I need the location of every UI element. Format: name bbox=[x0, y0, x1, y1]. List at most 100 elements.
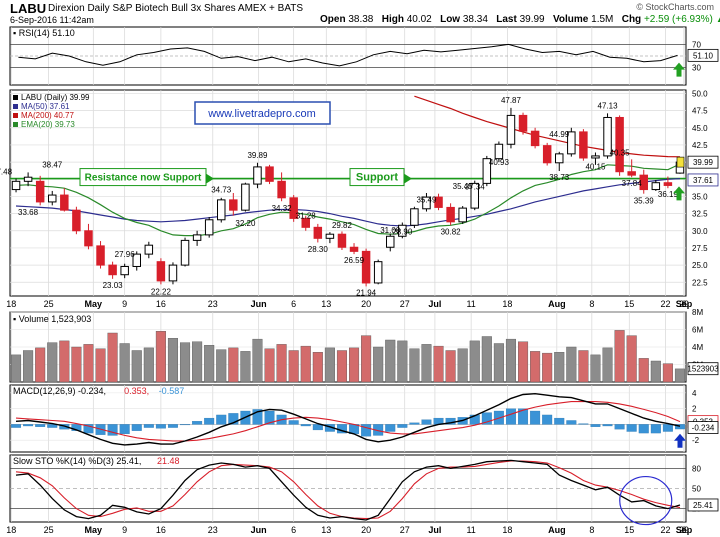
macd-histogram-bar bbox=[264, 410, 275, 425]
volume-bar bbox=[433, 345, 444, 383]
candle-down bbox=[579, 131, 588, 159]
price-legend-label: MA(200) 40.77 bbox=[21, 111, 74, 120]
volume-bar bbox=[155, 331, 166, 383]
price-tick-label: 47.5 bbox=[692, 107, 708, 116]
price-label: 28.90 bbox=[392, 227, 413, 236]
price-label: 38.47 bbox=[42, 161, 63, 170]
x-axis-label-bottom: 25 bbox=[44, 525, 54, 535]
volume-tick-label: 8M bbox=[692, 308, 703, 317]
legend-swatch bbox=[13, 122, 18, 127]
candle-up bbox=[651, 182, 661, 191]
ema20-line bbox=[15, 163, 681, 237]
candle-down bbox=[289, 197, 298, 219]
quote-date: 6-Sep-2016 11:42am bbox=[10, 15, 94, 25]
volume-bar bbox=[481, 336, 492, 383]
volume-bar bbox=[650, 360, 661, 383]
volume-bar bbox=[71, 346, 82, 383]
x-axis-label: Sep bbox=[676, 299, 693, 309]
macd-histogram-bar bbox=[300, 424, 311, 427]
price-label: 22.22 bbox=[151, 288, 172, 297]
volume-bar bbox=[216, 349, 227, 383]
volume-bar bbox=[626, 335, 637, 383]
candle-down bbox=[349, 246, 359, 252]
volume-bar bbox=[276, 344, 287, 383]
high-value: 40.02 bbox=[406, 14, 432, 25]
last-label: Last bbox=[496, 14, 517, 25]
candle-down bbox=[156, 261, 166, 282]
candle-down bbox=[337, 233, 347, 248]
candle-up bbox=[458, 207, 467, 223]
x-axis-label-bottom: 11 bbox=[466, 525, 475, 535]
candle-up bbox=[48, 194, 57, 203]
volume-bar bbox=[566, 346, 577, 383]
macd-histogram-bar bbox=[119, 424, 130, 435]
macd-up-arrow-icon bbox=[674, 433, 686, 448]
macd-histogram-bar bbox=[674, 424, 685, 430]
candle-down bbox=[542, 145, 552, 164]
volume-bar bbox=[518, 341, 529, 383]
candle-up bbox=[386, 235, 395, 248]
candle-down bbox=[639, 174, 648, 191]
rsi-tick-label: 30 bbox=[692, 64, 701, 73]
price-label: 21.94 bbox=[356, 288, 377, 297]
macd-histogram-bar bbox=[566, 420, 577, 425]
volume-bar bbox=[264, 348, 275, 383]
open-label: Open bbox=[320, 14, 346, 25]
price-label: 31.28 bbox=[296, 212, 317, 221]
candle-up bbox=[192, 234, 202, 241]
x-axis-label: 18 bbox=[502, 299, 512, 309]
high-label: High bbox=[381, 14, 404, 25]
x-axis-label-bottom: 6 bbox=[291, 525, 296, 535]
sto-legend-label: Slow STO %K(14) %D(3) 25.41, bbox=[13, 456, 141, 466]
macd-legend-label: -0.587 bbox=[159, 386, 185, 396]
candle-down bbox=[627, 171, 636, 176]
volume-bar bbox=[505, 338, 516, 383]
x-axis-label-bottom: 6 bbox=[681, 525, 686, 535]
macd-histogram-bar bbox=[312, 424, 323, 431]
macd-histogram-bar bbox=[409, 422, 420, 425]
x-axis-label: 20 bbox=[361, 299, 371, 309]
candle-down bbox=[35, 180, 45, 203]
price-tick-label: 50.0 bbox=[692, 89, 708, 98]
price-tick-label: 42.5 bbox=[692, 141, 708, 150]
volume-bar bbox=[240, 351, 251, 383]
x-axis-label-bottom: 20 bbox=[361, 525, 371, 535]
sto-last-value-box bbox=[687, 498, 719, 512]
volume-bar bbox=[409, 348, 420, 383]
x-axis-label: 23 bbox=[208, 299, 218, 309]
candle-up bbox=[470, 182, 479, 209]
price-tick-label: 45.0 bbox=[692, 124, 708, 133]
chg-label: Chg bbox=[621, 14, 642, 25]
candle-down bbox=[313, 226, 323, 239]
x-axis-label-bottom: 22 bbox=[660, 525, 670, 535]
volume-bar bbox=[300, 345, 311, 383]
rsi-up-arrow-icon bbox=[673, 62, 685, 77]
x-axis-label-bottom: 15 bbox=[624, 525, 634, 535]
chg-up-icon: ▲ bbox=[716, 14, 720, 25]
volume-bar bbox=[542, 352, 553, 383]
price-tick-label: 27.5 bbox=[692, 244, 708, 253]
candle-down bbox=[277, 180, 286, 199]
candle-down bbox=[84, 230, 93, 247]
candle-down bbox=[615, 116, 624, 173]
sto-last-value: 25.41 bbox=[693, 501, 714, 510]
watermark-text: www.livetradepro.com bbox=[207, 108, 316, 120]
chg-value: +2.59 (+6.93%) bbox=[643, 14, 713, 25]
volume-bar bbox=[361, 335, 372, 383]
volume-value: 1.5M bbox=[591, 14, 614, 25]
price-label: 40.35 bbox=[610, 148, 631, 157]
last-price-marker bbox=[676, 156, 685, 168]
candle-down bbox=[530, 130, 540, 147]
resistance-support-label: Resistance now Support bbox=[85, 173, 202, 184]
price-label: 31.00 bbox=[380, 226, 401, 235]
macd-histogram-bar bbox=[192, 421, 203, 425]
legend-swatch bbox=[13, 104, 18, 109]
candle-up bbox=[241, 183, 250, 211]
volume-bar bbox=[143, 347, 154, 383]
candle-up bbox=[120, 265, 129, 276]
macd-histogram-bar bbox=[143, 424, 154, 428]
candle-down bbox=[301, 217, 310, 228]
macd-tick-label: 2 bbox=[692, 405, 697, 414]
macd-histogram-bar bbox=[590, 424, 601, 427]
